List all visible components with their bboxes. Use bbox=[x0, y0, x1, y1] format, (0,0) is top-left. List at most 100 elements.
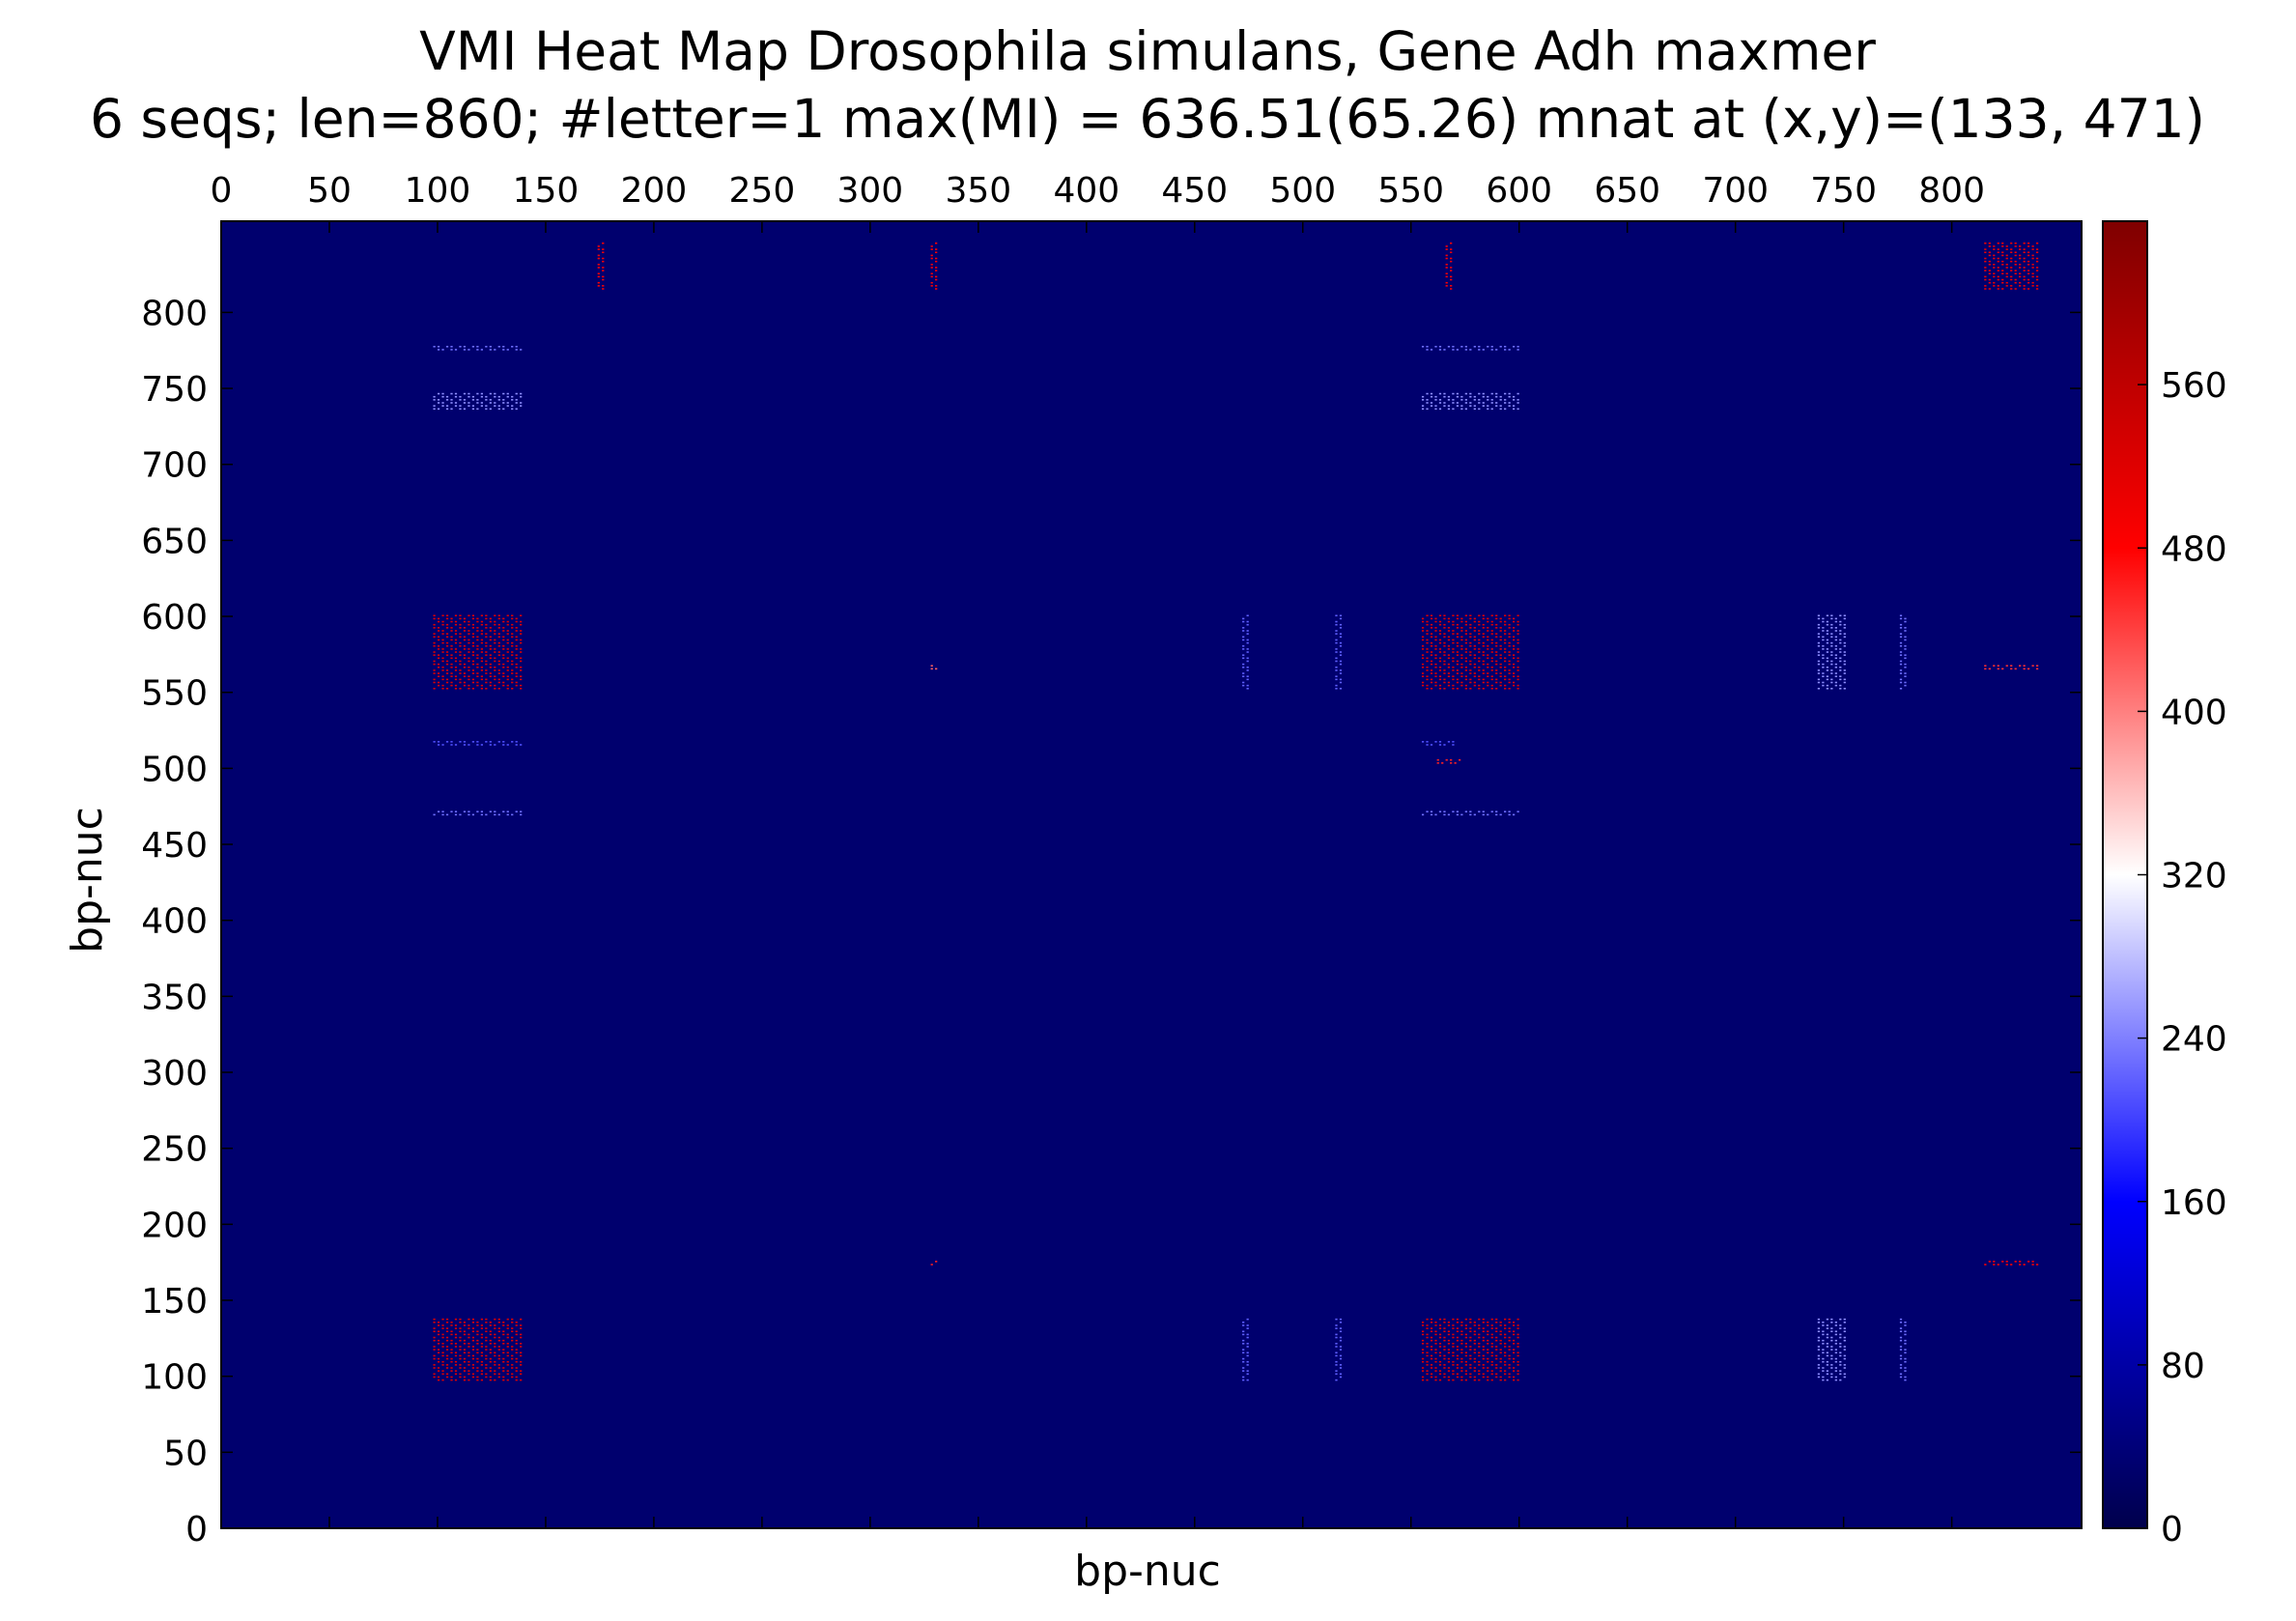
heatmap-cell bbox=[1242, 687, 1245, 690]
heatmap-cell bbox=[494, 663, 496, 666]
heatmap-cell bbox=[2019, 257, 2022, 260]
heatmap-cell bbox=[1826, 1330, 1828, 1333]
heatmap-cell bbox=[485, 669, 488, 671]
heatmap-cell bbox=[1817, 639, 1821, 641]
heatmap-cell bbox=[1478, 672, 1481, 674]
heatmap-cell bbox=[520, 1370, 523, 1372]
heatmap-cell bbox=[511, 633, 514, 635]
heatmap-cell bbox=[2019, 272, 2022, 275]
heatmap-cell bbox=[445, 636, 449, 639]
heatmap-cell bbox=[497, 392, 500, 395]
heatmap-cell bbox=[1817, 687, 1821, 690]
heatmap-cell bbox=[489, 1379, 492, 1381]
heatmap-cell bbox=[450, 402, 453, 404]
heatmap-cell bbox=[1843, 1343, 1846, 1345]
heatmap-cell bbox=[437, 627, 440, 629]
heatmap-cell bbox=[930, 264, 933, 266]
heatmap-cell bbox=[515, 1336, 518, 1339]
heatmap-cell bbox=[1464, 1357, 1467, 1360]
heatmap-cell bbox=[1495, 813, 1498, 816]
heatmap-cell bbox=[1447, 346, 1451, 348]
heatmap-cell bbox=[450, 663, 453, 666]
heatmap-cell bbox=[520, 654, 523, 656]
heatmap-cell bbox=[1464, 1336, 1467, 1339]
heatmap-cell bbox=[471, 346, 475, 348]
heatmap-cell bbox=[511, 813, 514, 816]
heatmap-cell bbox=[1478, 1330, 1481, 1333]
heatmap-cell bbox=[1430, 657, 1433, 660]
heatmap-cell bbox=[1335, 1357, 1338, 1360]
heatmap-cell bbox=[1456, 346, 1460, 348]
heatmap-block bbox=[1335, 1318, 1343, 1381]
heatmap-cell bbox=[930, 248, 933, 250]
heatmap-cell bbox=[1508, 1333, 1511, 1336]
heatmap-cell bbox=[1490, 1318, 1493, 1321]
heatmap-cell bbox=[468, 660, 470, 663]
heatmap-cell bbox=[489, 399, 492, 401]
heatmap-cell bbox=[1460, 687, 1463, 690]
heatmap-cell bbox=[433, 392, 436, 395]
heatmap-cell bbox=[1426, 636, 1429, 639]
heatmap-cell bbox=[489, 1354, 492, 1357]
heatmap-cell bbox=[1495, 1370, 1498, 1372]
heatmap-cell bbox=[494, 678, 496, 681]
heatmap-cell bbox=[1482, 1373, 1485, 1376]
heatmap-cell bbox=[497, 657, 500, 660]
heatmap-cell bbox=[1447, 687, 1451, 690]
heatmap-cell bbox=[1460, 1351, 1463, 1354]
heatmap-cell bbox=[1478, 1360, 1481, 1363]
heatmap-cell bbox=[1826, 644, 1828, 647]
heatmap-cell bbox=[2014, 1264, 2017, 1266]
heatmap-cell bbox=[1834, 663, 1837, 666]
heatmap-cell bbox=[511, 660, 514, 663]
heatmap-cell bbox=[1504, 641, 1507, 644]
heatmap-cell bbox=[930, 254, 933, 257]
heatmap-cell bbox=[480, 617, 483, 620]
heatmap-cell bbox=[515, 654, 518, 656]
heatmap-cell bbox=[1438, 678, 1442, 681]
heatmap-cell bbox=[1242, 623, 1245, 626]
heatmap-cell bbox=[1335, 1318, 1338, 1321]
heatmap-cell bbox=[1447, 1346, 1451, 1348]
heatmap-cell bbox=[1452, 399, 1455, 401]
heatmap-cell bbox=[1335, 684, 1338, 687]
heatmap-cell bbox=[1508, 644, 1511, 647]
heatmap-cell bbox=[1843, 639, 1846, 641]
heatmap-cell bbox=[1473, 620, 1476, 623]
heatmap-cell bbox=[1997, 251, 1999, 254]
heatmap-cell bbox=[1434, 1333, 1437, 1336]
heatmap-cell bbox=[1469, 1343, 1472, 1345]
heatmap-cell bbox=[1473, 639, 1476, 641]
heatmap-cell bbox=[1242, 654, 1245, 656]
heatmap-cell bbox=[1443, 641, 1446, 644]
heatmap-cell bbox=[1508, 1357, 1511, 1360]
heatmap-cell bbox=[1904, 623, 1907, 626]
heatmap-cell bbox=[485, 399, 488, 401]
heatmap-cell bbox=[1452, 346, 1455, 348]
y-tick-label: 0 bbox=[185, 1510, 208, 1550]
heatmap-cell bbox=[489, 1370, 492, 1372]
heatmap-cell bbox=[1434, 1349, 1437, 1351]
heatmap-cell bbox=[1478, 1357, 1481, 1360]
heatmap-cell bbox=[1490, 672, 1493, 674]
heatmap-cell bbox=[511, 1322, 514, 1323]
heatmap-cell bbox=[1430, 1346, 1433, 1348]
heatmap-cell bbox=[450, 644, 453, 647]
heatmap-cell bbox=[471, 644, 475, 647]
heatmap-cell bbox=[445, 408, 449, 411]
heatmap-cell bbox=[471, 408, 475, 411]
heatmap-cell bbox=[1246, 1351, 1249, 1354]
heatmap-cell bbox=[1830, 1373, 1833, 1376]
heatmap-cell bbox=[459, 1318, 462, 1321]
heatmap-cell bbox=[1513, 663, 1516, 666]
heatmap-cell bbox=[454, 636, 458, 639]
heatmap-cell bbox=[445, 399, 449, 401]
heatmap-cell bbox=[497, 1351, 500, 1354]
heatmap-cell bbox=[1452, 623, 1455, 626]
heatmap-cell bbox=[1822, 1333, 1825, 1336]
heatmap-cell bbox=[1421, 349, 1425, 351]
heatmap-cell bbox=[497, 654, 500, 656]
heatmap-cell bbox=[520, 405, 523, 407]
heatmap-cell bbox=[471, 1333, 475, 1336]
heatmap-cell bbox=[597, 275, 600, 278]
